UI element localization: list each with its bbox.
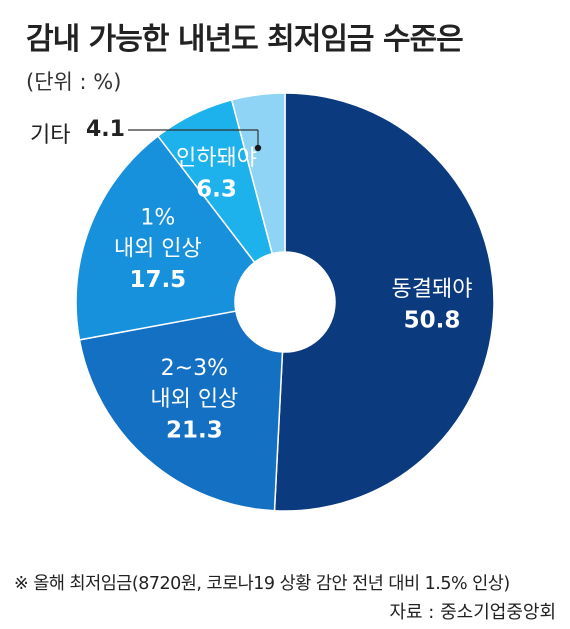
footnote: ※ 올해 최저임금(8720원, 코로나19 상황 감안 전년 대비 1.5% … xyxy=(14,574,510,594)
slice-2 xyxy=(75,135,256,341)
donut-chart: 동결돼야 50.8 2~3% 내외 인상 21.3 1% 내외 인상 17.5 인하돼야 6.3 xyxy=(75,92,495,512)
donut-hole xyxy=(235,252,335,352)
callout-value: 4.1 xyxy=(86,117,125,142)
slice-value-0: 50.8 xyxy=(404,307,461,333)
callout-name: 기타 xyxy=(30,123,71,148)
source-credit: 자료 : 중소기업중앙회 xyxy=(389,602,556,623)
slices-group xyxy=(75,92,495,512)
slice-name-2-0: 1% xyxy=(140,206,175,231)
labels-group: 동결돼야 50.8 2~3% 내외 인상 21.3 1% 내외 인상 17.5 인하돼야 6.3 xyxy=(114,146,473,443)
slice-name-3-0: 인하돼야 xyxy=(176,146,257,171)
slice-name-2-1: 내외 인상 xyxy=(114,237,202,262)
slice-name-1-0: 2~3% xyxy=(161,356,228,381)
slice-value-2: 17.5 xyxy=(129,267,186,293)
slice-name-0-0: 동결돼야 xyxy=(391,277,472,302)
slice-name-1-1: 내외 인상 xyxy=(150,387,238,412)
chart-title: 감내 가능한 내년도 최저임금 수준은 xyxy=(26,22,464,57)
callout-dot xyxy=(254,144,262,152)
unit-label: (단위 : %) xyxy=(26,70,122,94)
slice-value-1: 21.3 xyxy=(166,417,223,443)
slice-value-3: 6.3 xyxy=(196,176,237,202)
